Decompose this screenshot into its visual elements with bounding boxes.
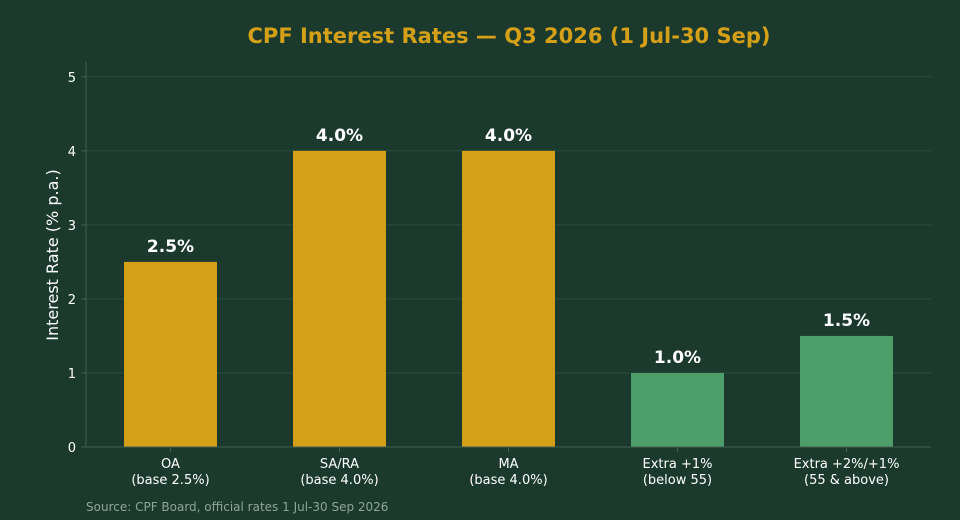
x-tick-label: MA bbox=[498, 457, 518, 472]
data-label: 1.0% bbox=[654, 348, 701, 368]
y-tick-label: 5 bbox=[68, 71, 76, 86]
data-label: 2.5% bbox=[147, 237, 194, 257]
bar bbox=[293, 150, 386, 447]
y-tick-label: 2 bbox=[68, 293, 76, 308]
data-label: 1.5% bbox=[823, 311, 870, 331]
x-tick-label: OA bbox=[161, 457, 180, 472]
data-labels: 2.5% 4.0% 4.0% 1.0% 1.5% bbox=[147, 126, 870, 368]
y-tick-label: 1 bbox=[68, 367, 76, 382]
y-axis-ticks: 0 1 2 3 4 5 bbox=[68, 71, 86, 456]
x-tick-label: Extra +1% bbox=[643, 457, 713, 472]
chart-title: CPF Interest Rates — Q3 2026 (1 Jul-30 S… bbox=[248, 24, 771, 48]
x-tick-label: SA/RA bbox=[320, 457, 359, 472]
y-axis-label: Interest Rate (% p.a.) bbox=[43, 169, 62, 340]
bar bbox=[800, 335, 893, 447]
source-note: Source: CPF Board, official rates 1 Jul-… bbox=[86, 500, 388, 514]
y-tick-label: 4 bbox=[68, 145, 76, 160]
x-tick-label: (base 4.0%) bbox=[469, 473, 547, 488]
bar bbox=[124, 261, 217, 447]
x-tick-label: Extra +2%/+1% bbox=[794, 457, 900, 472]
x-tick-label: (55 & above) bbox=[804, 473, 889, 488]
data-label: 4.0% bbox=[316, 126, 363, 146]
x-tick-label: (base 4.0%) bbox=[300, 473, 378, 488]
data-label: 4.0% bbox=[485, 126, 532, 146]
bar bbox=[631, 372, 724, 447]
x-tick-label: (base 2.5%) bbox=[131, 473, 209, 488]
bars bbox=[124, 150, 893, 447]
y-tick-label: 0 bbox=[68, 441, 76, 456]
bar bbox=[462, 150, 555, 447]
y-tick-label: 3 bbox=[68, 219, 76, 234]
x-axis-ticks: OA(base 2.5%)SA/RA(base 4.0%)MA(base 4.0… bbox=[131, 447, 899, 488]
x-tick-label: (below 55) bbox=[643, 473, 712, 488]
